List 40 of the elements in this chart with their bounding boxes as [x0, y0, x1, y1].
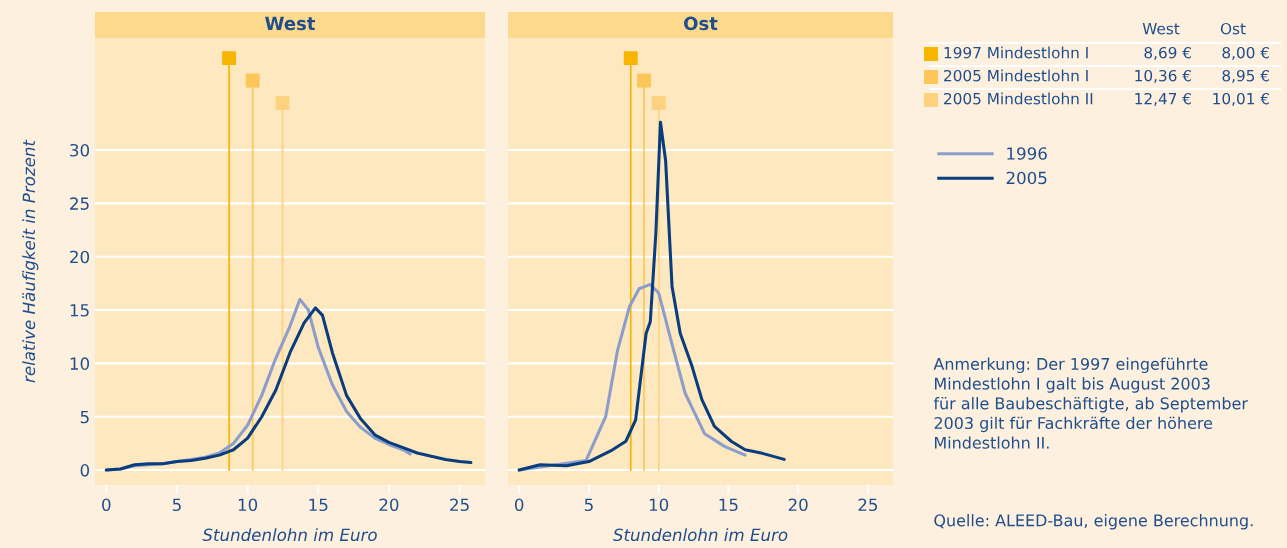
text: 10,36 € [1135, 69, 1191, 83]
category-label: West [1142, 23, 1180, 35]
text: Anmerkung: Der 1997 eingeführte Mindestlohn I galt bis August 2003 für alle Baubeschäftigte, ab September 2003 gilt für Fachkräfte der höhere Mindestlohn II. [933, 357, 1248, 449]
legend-label: 2005 [1006, 171, 1047, 185]
x-tick-label: 10 [238, 498, 258, 512]
x-axis-title: Stundenlohn im Euro [613, 528, 788, 542]
y-tick-label: 30 [70, 143, 90, 157]
y-tick-label: 0 [80, 464, 90, 477]
x-tick-label: 15 [309, 498, 328, 512]
x-axis-title: Stundenlohn im Euro [202, 528, 377, 542]
x-tick-label: 20 [379, 498, 399, 512]
category-label: 1997 Mindestlohn I [944, 46, 1088, 59]
x-tick-label: 0 [102, 498, 111, 512]
text: 8,00 € [1222, 46, 1269, 60]
x-tick-label: 15 [719, 498, 738, 512]
y-tick-label: 10 [70, 357, 90, 370]
text: 8,69 € [1144, 46, 1191, 60]
y-tick-label: 25 [70, 197, 89, 210]
y-axis-title: relative Häufigkeit in Prozent [22, 139, 39, 383]
line-series [104, 306, 473, 472]
x-tick-label: 5 [584, 498, 593, 512]
text: 10,01 € [1213, 92, 1269, 106]
text: 12,47 € [1135, 92, 1191, 106]
x-tick-label: 0 [514, 498, 524, 512]
source-note: Quelle: ALEED-Bau, eigene Berechnung. [934, 514, 1253, 530]
x-tick-label: 20 [788, 498, 808, 512]
chart-title: West [265, 16, 316, 31]
x-tick-label: 25 [450, 498, 469, 512]
text: 8,95 € [1222, 69, 1269, 83]
x-tick-label: 5 [172, 498, 181, 512]
legend-label: 1996 [1007, 147, 1047, 160]
y-tick-label: 20 [70, 250, 90, 264]
category-label: Ost [1220, 22, 1246, 35]
y-tick-label: 15 [70, 304, 89, 317]
x-tick-label: 25 [858, 498, 878, 512]
chart-title: Ost [684, 16, 718, 31]
category-label: 2005 Mindestlohn I [944, 69, 1088, 82]
x-tick-label: 10 [649, 498, 669, 512]
category-label: 2005 Mindestlohn II [944, 92, 1093, 105]
y-tick-label: 5 [80, 410, 89, 424]
